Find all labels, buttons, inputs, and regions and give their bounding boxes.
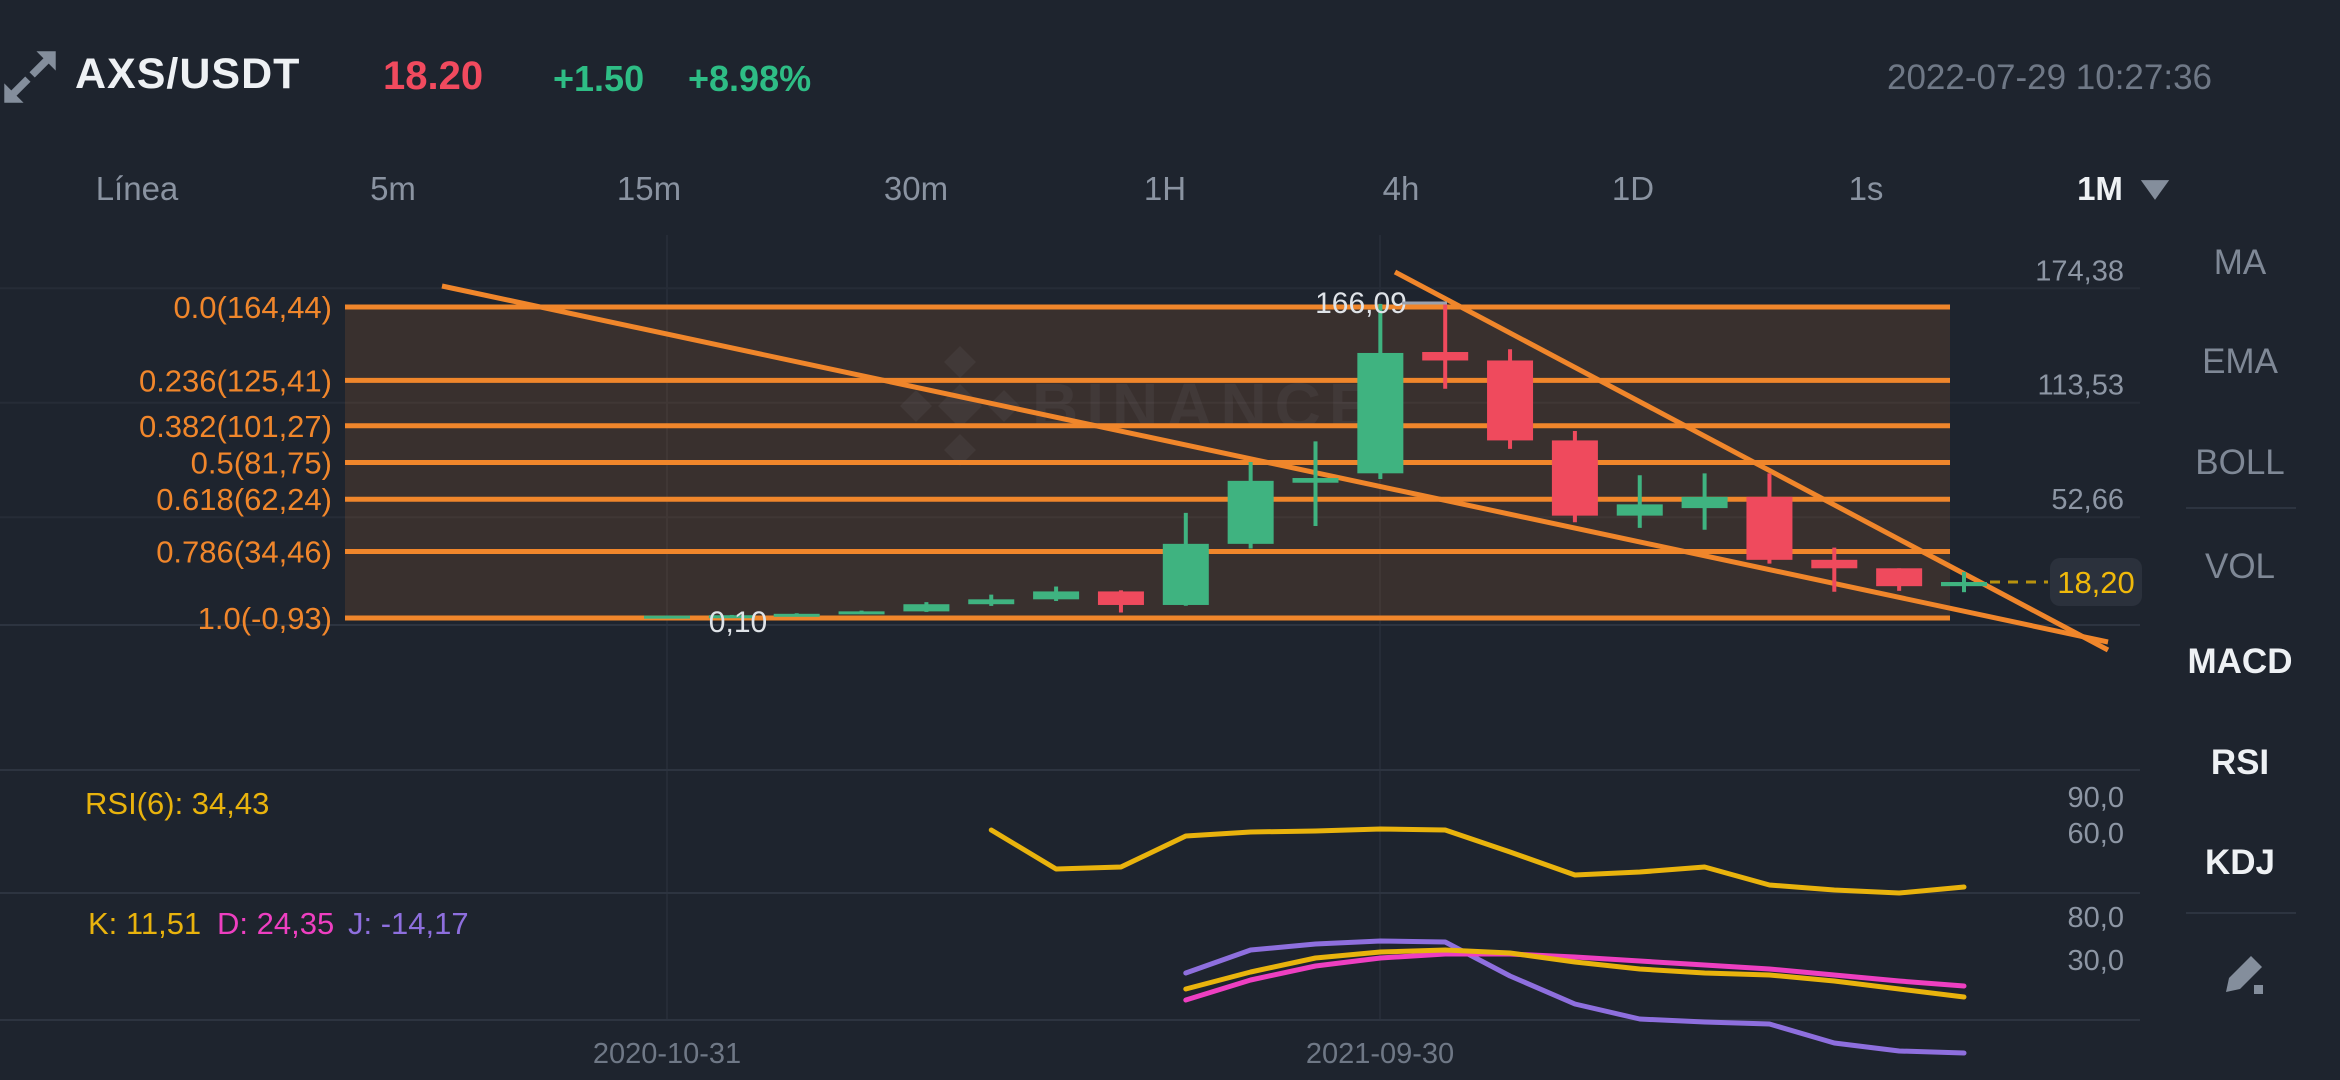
sidebar-item-macd[interactable]: MACD <box>2187 642 2293 681</box>
kdj-j-value: J: -14,17 <box>348 906 469 941</box>
price-change: +1.50 <box>553 58 645 99</box>
tab-15m[interactable]: 15m <box>616 170 682 207</box>
candle-body <box>1616 504 1663 516</box>
tab-5m[interactable]: 5m <box>370 170 416 207</box>
sidebar-item-vol[interactable]: VOL <box>2204 547 2276 586</box>
chart-text: 1.0(-0,93) <box>198 601 332 636</box>
chart-text: 90,0 <box>2068 782 2124 814</box>
chart-text: 0.236(125,41) <box>139 363 332 398</box>
tab-linea[interactable]: Línea <box>95 170 179 207</box>
sidebar-item-boll[interactable]: BOLL <box>2195 443 2285 482</box>
candle-body <box>644 615 690 619</box>
tab-1s[interactable]: 1s <box>1848 170 1884 207</box>
candle-body <box>773 613 820 617</box>
datetime-label: 2022-07-29 10:27:36 <box>1887 58 2212 97</box>
candle-body <box>1033 591 1080 600</box>
candle-body <box>1357 352 1404 474</box>
chart-text: 2020-10-31 <box>593 1038 741 1070</box>
tab-1m-active[interactable]: 1M <box>2077 170 2123 207</box>
tab-1h[interactable]: 1H <box>1143 170 1187 207</box>
candle-body <box>1876 568 1923 587</box>
candle-body <box>1422 352 1469 361</box>
chart-text: 52,66 <box>2051 484 2124 516</box>
candle-body <box>1811 559 1858 569</box>
chevron-down-icon[interactable] <box>2138 178 2172 202</box>
sidebar-divider <box>2186 912 2296 914</box>
trendline <box>1393 269 2110 653</box>
price-change-percent: +8.98% <box>688 58 812 99</box>
candle-body <box>1227 480 1274 544</box>
chart-text: 174,38 <box>2035 255 2124 287</box>
candle-body <box>708 615 755 619</box>
chart-text: 30,0 <box>2068 945 2124 977</box>
kdj-j-line <box>1183 938 1967 1056</box>
tab-4h[interactable]: 4h <box>1382 170 1420 207</box>
candle-body <box>968 599 1015 605</box>
candle-body <box>1746 496 1793 560</box>
chart-text: 0,10 <box>709 606 767 639</box>
tab-1d[interactable]: 1D <box>1611 170 1655 207</box>
collapse-fullscreen-icon[interactable] <box>0 46 60 108</box>
candle-body <box>1681 496 1728 509</box>
candle-body <box>838 611 885 615</box>
chart-text: 113,53 <box>2037 370 2124 402</box>
candle-body <box>1941 582 1987 587</box>
kdj-k-value: K: 11,51 <box>88 906 202 941</box>
chart-text: 18,20 <box>2057 565 2135 600</box>
candle-body <box>1487 360 1534 441</box>
chart-text: 0.5(81,75) <box>191 446 332 481</box>
sidebar-item-rsi[interactable]: RSI <box>2210 743 2270 782</box>
sidebar-item-ma[interactable]: MA <box>2213 243 2267 282</box>
last-price: 18.20 <box>383 54 484 98</box>
rsi-line <box>988 826 1967 896</box>
candle-body <box>1097 591 1144 605</box>
candle-body <box>1551 440 1598 516</box>
kdj-k-line <box>1183 947 1967 1000</box>
chart-text: 60,0 <box>2068 818 2124 850</box>
current-price-pill <box>2050 558 2142 607</box>
symbol-title: AXS/USDT <box>75 50 301 98</box>
sidebar-item-kdj[interactable]: KDJ <box>2204 843 2276 882</box>
chart-text: 166,09 <box>1315 287 1407 320</box>
trendline <box>441 283 2109 645</box>
sidebar-divider <box>2186 507 2296 509</box>
sidebar-item-ema[interactable]: EMA <box>2202 342 2278 381</box>
kdj-d-value: D: 24,35 <box>217 906 335 941</box>
rsi-readout: RSI(6): 34,43 <box>85 786 270 821</box>
chart-text: 80,0 <box>2068 902 2124 934</box>
chart-text: 0.618(62,24) <box>156 482 332 517</box>
kdj-readout: K: 11,51 D: 24,35 J: -14,17 <box>0 906 600 941</box>
kdj-d-line <box>1183 951 1967 1003</box>
candle-body <box>1292 478 1339 483</box>
chart-text: 0.0(164,44) <box>173 290 332 325</box>
chart-text: 0.786(34,46) <box>156 534 332 569</box>
chart-text: 2021-09-30 <box>1306 1038 1454 1070</box>
candle-body <box>903 604 950 612</box>
draw-pencil-icon[interactable] <box>2214 948 2270 1004</box>
chart-text: 0.382(101,27) <box>139 409 332 444</box>
candle-body <box>1162 543 1209 605</box>
tab-30m[interactable]: 30m <box>883 170 949 207</box>
